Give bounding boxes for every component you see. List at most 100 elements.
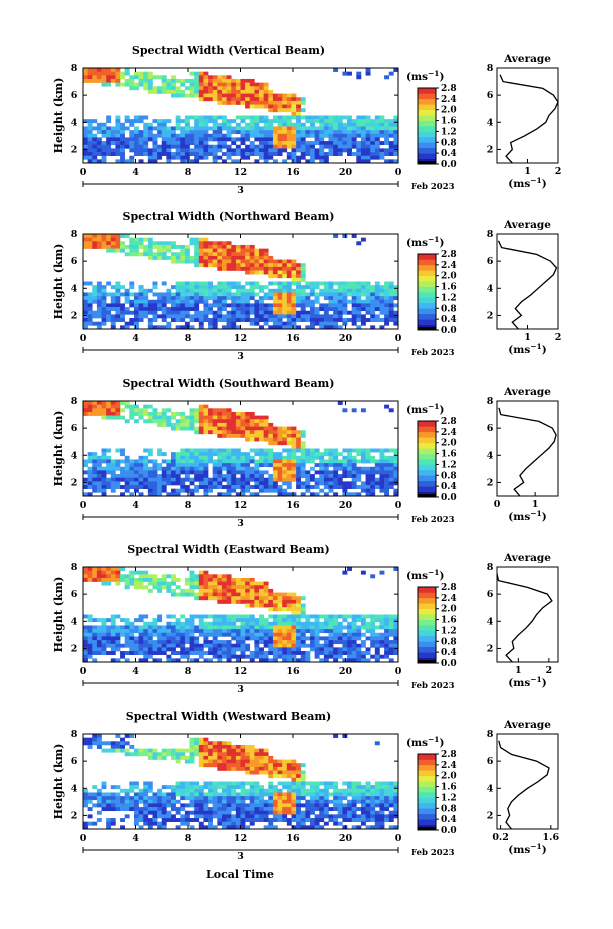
heatmap-cell <box>96 577 102 582</box>
heatmap-cell <box>347 625 352 630</box>
heatmap-cell <box>254 585 260 590</box>
heatmap-cell <box>124 488 130 493</box>
heatmap-cell <box>189 296 195 301</box>
heatmap-cell <box>365 488 371 493</box>
heatmap-cell <box>249 585 255 590</box>
heatmap-cell <box>189 744 195 749</box>
heatmap-cell <box>212 448 218 453</box>
heatmap-cell <box>171 299 176 304</box>
heatmap-cell <box>189 307 195 312</box>
heatmap-cell <box>365 285 371 290</box>
heatmap-cell <box>203 588 209 593</box>
heatmap-cell <box>189 792 195 797</box>
heatmap-cell <box>245 78 251 83</box>
heatmap-cell <box>203 144 209 149</box>
heatmap-cell <box>277 614 283 619</box>
heatmap-cell <box>180 803 186 808</box>
heatmap-cell <box>87 470 93 475</box>
heatmap-cell <box>272 603 278 608</box>
heatmap-cell <box>245 788 251 793</box>
heatmap-cell <box>138 137 144 142</box>
heatmap-cell <box>365 126 371 131</box>
heatmap-cell <box>356 130 362 135</box>
heatmap-cell <box>83 404 88 409</box>
heatmap-cell <box>147 241 153 246</box>
heatmap-cell <box>184 152 190 156</box>
heatmap-cell <box>309 321 315 326</box>
heatmap-cell <box>124 485 130 489</box>
heatmap-cell <box>259 448 264 453</box>
heatmap-cell <box>175 585 181 590</box>
heatmap-cell <box>263 321 269 326</box>
heatmap-cell <box>96 325 102 330</box>
heatmap-cell <box>249 296 255 301</box>
heatmap-cell <box>143 788 149 793</box>
heatmap-cell <box>296 632 302 637</box>
heatmap-cell <box>83 470 88 475</box>
heatmap-cell <box>351 318 357 322</box>
heatmap-cell <box>342 285 348 290</box>
x-tick-label: 12 <box>234 666 247 677</box>
heatmap-cell <box>226 119 232 124</box>
heatmap-cell <box>198 618 204 623</box>
heatmap-cell <box>203 781 209 786</box>
heatmap-cell <box>254 93 260 98</box>
heatmap-cell <box>296 159 302 164</box>
heatmap-cell <box>296 104 302 109</box>
heatmap-cell <box>277 426 283 431</box>
heatmap-cell <box>259 770 264 775</box>
heatmap-cell <box>342 492 348 497</box>
heatmap-cell <box>277 321 283 326</box>
heatmap-cell <box>249 78 255 83</box>
heatmap-cell <box>217 296 223 301</box>
heatmap-cell <box>282 596 288 601</box>
heatmap-cell <box>365 318 371 322</box>
heatmap-cell <box>333 310 339 315</box>
heatmap-cell <box>291 770 297 775</box>
heatmap-cell <box>300 270 306 275</box>
heatmap-cell <box>268 621 274 626</box>
heatmap-cell <box>393 288 399 293</box>
heatmap-cell <box>268 426 274 431</box>
heatmap-cell <box>277 592 283 597</box>
heatmap-cell <box>120 643 125 648</box>
heatmap-cell <box>351 647 357 652</box>
heatmap-cell <box>92 119 98 124</box>
heatmap-cell <box>203 122 209 127</box>
heatmap-cell <box>110 148 116 153</box>
heatmap-cell <box>305 636 311 641</box>
heatmap-cell <box>106 485 112 489</box>
heatmap-cell <box>203 651 209 655</box>
heatmap-cell <box>189 285 195 290</box>
heatmap-cell <box>282 632 288 637</box>
heatmap-cell <box>254 477 260 482</box>
heatmap-cell <box>393 137 399 142</box>
heatmap-cell <box>277 266 283 271</box>
heatmap-cell <box>268 636 274 641</box>
heatmap-cell <box>203 577 209 582</box>
heatmap-cell <box>161 310 167 315</box>
heatmap-cell <box>110 152 116 156</box>
heatmap-cell <box>147 252 153 257</box>
heatmap-cell <box>347 799 352 804</box>
heatmap-cell <box>328 636 334 641</box>
heatmap-cell <box>87 636 93 641</box>
heatmap-cell <box>263 488 269 493</box>
heatmap-cell <box>217 799 223 804</box>
heatmap-cell <box>147 588 153 593</box>
heatmap-cell <box>92 144 98 149</box>
heatmap-cell <box>157 658 163 663</box>
heatmap-cell <box>171 426 176 431</box>
heatmap-cell <box>189 574 195 579</box>
heatmap-cell <box>175 292 181 297</box>
heatmap-cell <box>235 755 241 760</box>
heatmap-cell <box>249 303 255 308</box>
heatmap-cell <box>92 618 98 623</box>
heatmap-cell <box>305 314 311 319</box>
heatmap-cell <box>175 632 181 637</box>
heatmap-cell <box>379 654 385 659</box>
heatmap-cell <box>235 93 241 98</box>
heatmap-cell <box>110 68 116 72</box>
heatmap-cell <box>356 148 362 153</box>
heatmap-cell <box>138 408 144 413</box>
